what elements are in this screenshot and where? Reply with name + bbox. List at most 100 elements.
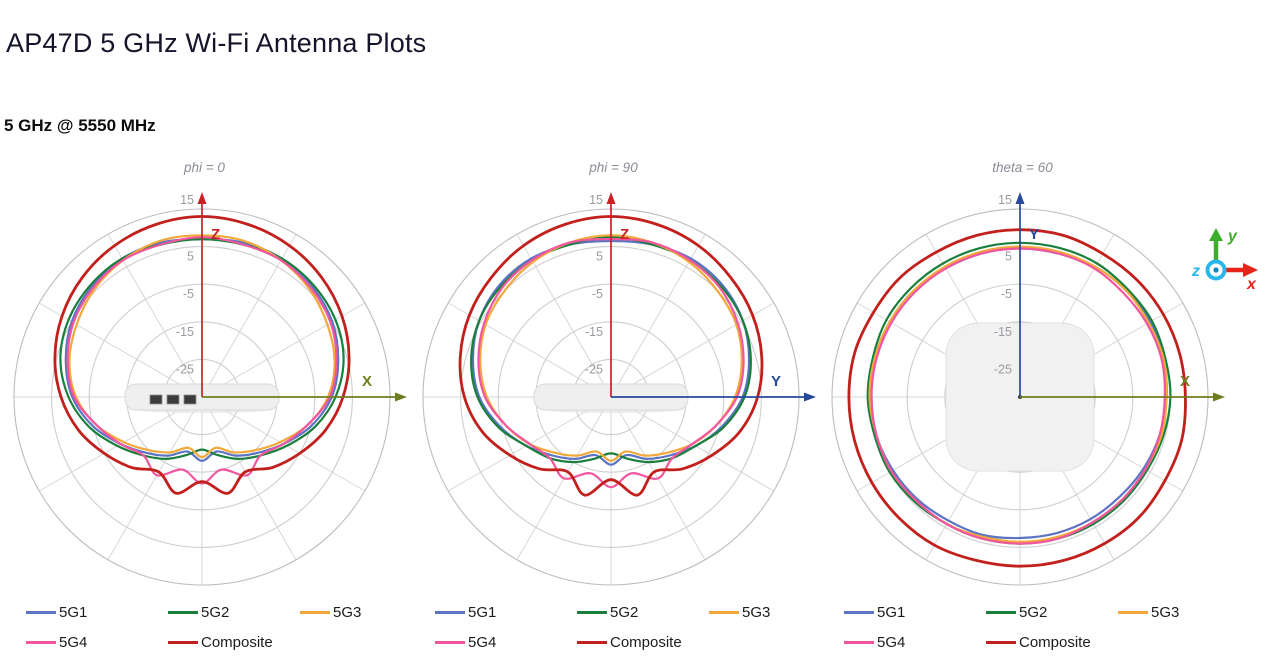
legend-label: Composite — [1019, 634, 1091, 651]
series-5g3 — [479, 234, 743, 462]
legend-label: 5G1 — [59, 604, 88, 621]
ethernet-port — [166, 394, 180, 405]
z-axis-label: z — [1191, 263, 1200, 280]
legend-swatch — [986, 611, 1016, 614]
radial-tick-label: -5 — [183, 287, 194, 301]
grid-spoke — [447, 302, 612, 398]
radial-tick-label: -15 — [585, 325, 603, 339]
radial-tick-label: -25 — [176, 362, 194, 376]
grid-spoke — [201, 233, 297, 398]
z-axis-dot — [1213, 267, 1219, 273]
legend-label: Composite — [201, 634, 273, 651]
horizontal-axis-label: X — [362, 373, 372, 390]
plot-title: phi = 90 — [589, 160, 638, 175]
radial-tick-label: 15 — [180, 193, 194, 207]
legend-item-composite: Composite — [168, 634, 300, 651]
ethernet-port — [149, 394, 163, 405]
polar-plot-phi-0: phi = 0 15 5 -5 -15 -25 Z X 5G1 5G2 5G3 5G4 Compos… — [0, 160, 409, 651]
polar-plot-phi-90: phi = 90 15 5 -5 -15 -25 Z Y 5G1 5G2 5G3 5G4 Compo… — [409, 160, 818, 651]
legend-label: 5G2 — [610, 604, 639, 621]
legend-item-5g3: 5G3 — [300, 604, 420, 621]
polar-plot-theta-60: theta = 60 15 5 -5 -15 -25 Y X 5G1 5G2 5G3 5G4 Com… — [818, 160, 1258, 651]
series-composite — [458, 215, 764, 497]
vertical-axis-label: Y — [1029, 226, 1039, 243]
coordinate-triad-icon: y x z — [1191, 228, 1258, 292]
legend: 5G1 5G2 5G3 5G4 Composite — [409, 604, 818, 651]
legend-label: 5G4 — [877, 634, 906, 651]
ethernet-port — [183, 394, 197, 405]
grid-spoke — [201, 396, 297, 561]
vertical-axis-arrowhead — [1015, 192, 1025, 204]
plot-title: phi = 0 — [184, 160, 225, 175]
radial-tick-label: -5 — [1001, 287, 1012, 301]
polar-chart-canvas: 15 5 -5 -15 -25 Z X — [13, 192, 407, 586]
legend-swatch — [709, 611, 739, 614]
legend-swatch — [986, 641, 1016, 644]
legend: 5G1 5G2 5G3 5G4 Composite — [818, 604, 1227, 651]
horizontal-axis-arrowhead — [804, 392, 816, 402]
frequency-subtitle: 5 GHz @ 5550 MHz — [4, 116, 156, 135]
charts-row: phi = 0 15 5 -5 -15 -25 Z X 5G1 5G2 5G3 5G4 Compos… — [0, 160, 1258, 651]
series-5g2 — [470, 236, 752, 464]
legend-swatch — [300, 611, 330, 614]
legend-swatch — [435, 611, 465, 614]
legend-label: 5G3 — [742, 604, 771, 621]
page-title: AP47D 5 GHz Wi-Fi Antenna Plots — [6, 28, 427, 58]
series-composite — [53, 215, 351, 495]
y-axis-label: y — [1227, 228, 1238, 245]
radial-tick-label: -25 — [585, 362, 603, 376]
series-5g3 — [68, 234, 336, 459]
legend-swatch — [26, 641, 56, 644]
radial-tick-label: -15 — [176, 325, 194, 339]
plot-title: theta = 60 — [992, 160, 1053, 175]
series-5g4 — [870, 247, 1166, 545]
horizontal-axis-arrowhead — [395, 392, 407, 402]
legend-label: 5G3 — [1151, 604, 1180, 621]
legend-label: Composite — [610, 634, 682, 651]
legend-item-5g1: 5G1 — [26, 604, 168, 621]
series-5g4 — [477, 238, 745, 489]
legend-swatch — [168, 641, 198, 644]
x-axis-arrowhead — [1243, 263, 1258, 277]
x-axis-label: x — [1246, 276, 1257, 292]
legend-item-composite: Composite — [577, 634, 709, 651]
polar-chart-canvas: 15 5 -5 -15 -25 Y X — [831, 192, 1225, 586]
radial-tick-label: 5 — [187, 250, 194, 264]
legend-item-5g1: 5G1 — [844, 604, 986, 621]
series-composite — [847, 228, 1187, 568]
legend-label: 5G1 — [468, 604, 497, 621]
legend-item-5g2: 5G2 — [577, 604, 709, 621]
radial-tick-label: 5 — [1005, 250, 1012, 264]
radial-tick-label: 15 — [998, 193, 1012, 207]
legend-item-5g4: 5G4 — [844, 634, 986, 651]
legend-swatch — [844, 611, 874, 614]
series-5g2 — [59, 238, 345, 460]
legend-swatch — [1118, 611, 1148, 614]
legend-swatch — [168, 611, 198, 614]
series-5g4 — [66, 236, 338, 485]
radial-tick-label: 5 — [596, 250, 603, 264]
legend-item-5g2: 5G2 — [168, 604, 300, 621]
legend-item-5g4: 5G4 — [26, 634, 168, 651]
y-axis-arrowhead — [1209, 228, 1223, 241]
vertical-axis-arrowhead — [197, 192, 207, 204]
vertical-axis-label: Z — [211, 226, 220, 243]
series-5g1 — [64, 238, 340, 462]
legend-swatch — [577, 641, 607, 644]
legend-swatch — [844, 641, 874, 644]
grid-spoke — [38, 302, 203, 398]
legend-label: 5G4 — [59, 634, 88, 651]
legend-item-composite: Composite — [986, 634, 1118, 651]
polar-chart-canvas: 15 5 -5 -15 -25 Z Y — [422, 192, 816, 586]
legend: 5G1 5G2 5G3 5G4 Composite — [0, 604, 409, 651]
legend-item-5g4: 5G4 — [435, 634, 577, 651]
legend-label: 5G1 — [877, 604, 906, 621]
horizontal-axis-arrowhead — [1213, 392, 1225, 402]
legend-label: 5G4 — [468, 634, 497, 651]
legend-item-5g3: 5G3 — [1118, 604, 1238, 621]
horizontal-axis-label: Y — [771, 373, 781, 390]
radial-tick-label: -5 — [592, 287, 603, 301]
legend-label: 5G2 — [1019, 604, 1048, 621]
legend-label: 5G3 — [333, 604, 362, 621]
